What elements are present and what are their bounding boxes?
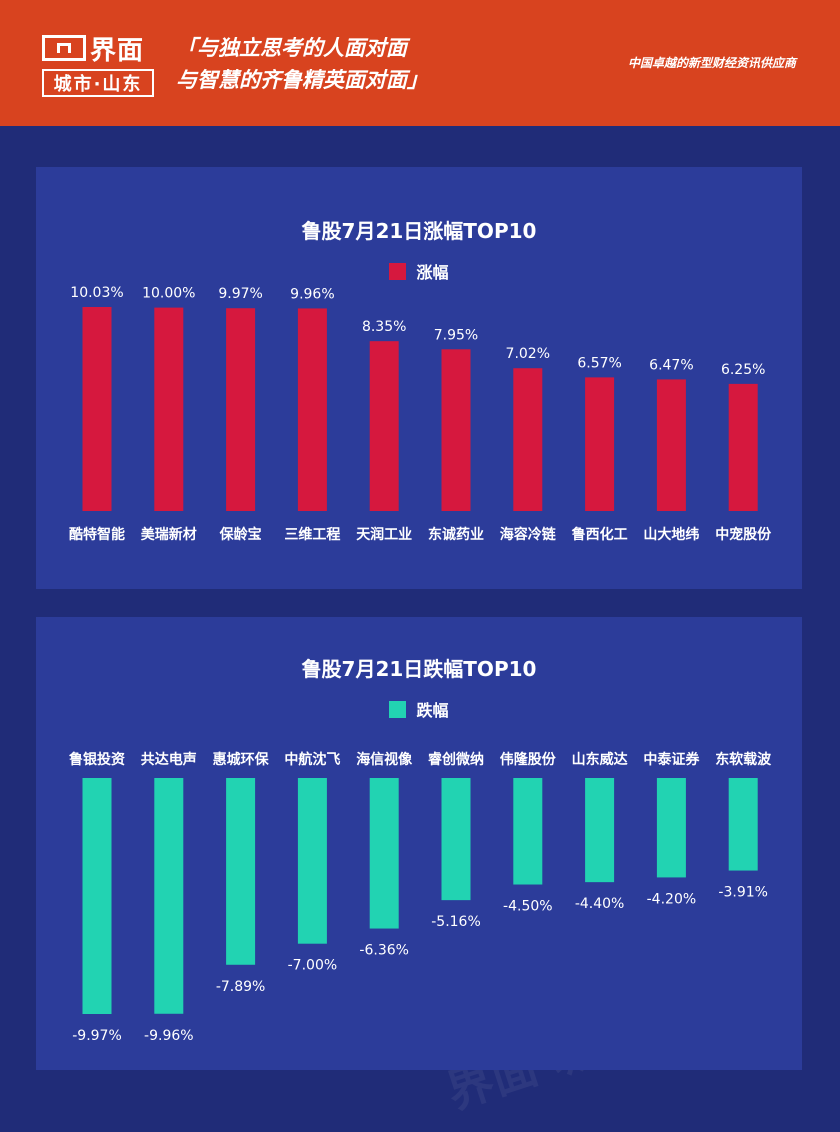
data-label: 6.25% <box>721 362 765 378</box>
bar <box>585 377 615 511</box>
category-label: 中航沈飞 <box>284 751 340 768</box>
legend-swatch <box>389 700 407 718</box>
logo-subtitle: 城市·山东 <box>42 69 154 97</box>
data-label: -7.00% <box>288 958 338 974</box>
data-label: 6.47% <box>649 357 693 373</box>
category-label: 海容冷链 <box>500 526 557 543</box>
bar <box>369 341 399 511</box>
data-label: 9.97% <box>218 286 262 302</box>
bar <box>154 307 184 511</box>
bar <box>728 778 758 871</box>
data-label: 10.03% <box>70 285 123 301</box>
category-label: 酷特智能 <box>69 526 125 543</box>
header-banner: 界面 城市·山东 「与独立思考的人面对面 与智慧的齐鲁精英面对面」 中国卓越的新… <box>0 0 840 126</box>
losers-bar-chart: -9.97% 鲁银投资 -9.96% 共达电声 -7.89% 惠城环保 -7.00% 中航沈飞… <box>68 751 772 1044</box>
bar <box>656 778 686 878</box>
bar <box>441 349 471 511</box>
logo-icon <box>42 35 86 61</box>
bar <box>297 778 327 944</box>
slogan-line-1: 「与独立思考的人面对面 <box>176 36 407 60</box>
category-label: 中宠股份 <box>715 526 772 543</box>
slogan: 「与独立思考的人面对面 与智慧的齐鲁精英面对面」 <box>176 32 428 96</box>
category-label: 美瑞新材 <box>141 526 197 543</box>
tagline: 中国卓越的新型财经资讯供应商 <box>627 56 796 70</box>
data-label: -9.96% <box>144 1028 194 1044</box>
category-label: 保龄宝 <box>219 526 262 543</box>
data-label: -3.91% <box>718 885 768 901</box>
category-label: 伟隆股份 <box>500 751 557 768</box>
data-label: -4.40% <box>575 896 625 912</box>
data-label: -5.16% <box>431 914 481 930</box>
losers-chart-panel: 鲁股7月21日跌幅TOP10 跌幅 -9.97% 鲁银投资 -9.96% 共达电声 -7… <box>36 617 802 1070</box>
legend-label: 涨幅 <box>416 263 449 282</box>
category-label: 东软载波 <box>715 751 772 768</box>
data-label: -4.20% <box>647 891 697 907</box>
bar <box>297 308 327 511</box>
category-label: 共达电声 <box>141 751 197 768</box>
chart-title: 鲁股7月21日跌幅TOP10 <box>301 657 537 681</box>
bar <box>656 379 686 511</box>
bar <box>82 307 112 511</box>
category-label: 山大地纬 <box>643 526 699 543</box>
data-label: 10.00% <box>142 286 195 302</box>
bar <box>513 368 543 511</box>
logo-name: 界面 <box>90 35 145 66</box>
bar <box>728 383 758 511</box>
category-label: 天润工业 <box>356 526 412 543</box>
data-label: 8.35% <box>362 319 406 335</box>
data-label: -4.50% <box>503 899 553 915</box>
category-label: 鲁西化工 <box>571 526 628 543</box>
category-label: 惠城环保 <box>213 751 270 768</box>
gainers-bar-chart: 10.03% 酷特智能 10.00% 美瑞新材 9.97% 保龄宝 9.96% 三维工程 8.3… <box>69 285 772 543</box>
category-label: 山东威达 <box>572 751 628 768</box>
legend-swatch <box>389 262 407 280</box>
category-label: 睿创微纳 <box>427 751 484 768</box>
category-label: 三维工程 <box>284 526 340 543</box>
chart-legend: 涨幅 <box>36 259 802 283</box>
category-label: 中泰证券 <box>643 751 700 768</box>
gainers-chart-panel: 鲁股7月21日涨幅TOP10 涨幅 10.03% 酷特智能 10.00% 美瑞新材 9.… <box>36 167 802 589</box>
chart-title: 鲁股7月21日涨幅TOP10 <box>301 219 537 243</box>
bar <box>226 778 256 965</box>
bar <box>513 778 543 885</box>
data-label: -9.97% <box>72 1028 122 1044</box>
data-label: 7.02% <box>506 346 550 362</box>
category-label: 东诚药业 <box>428 526 484 543</box>
slogan-line-2: 与智慧的齐鲁精英面对面」 <box>176 68 428 92</box>
data-label: -6.36% <box>359 943 409 959</box>
data-label: -7.89% <box>216 979 266 995</box>
logo: 界面 城市·山东 <box>42 30 160 100</box>
chart-legend: 跌幅 <box>36 697 802 721</box>
category-label: 海信视像 <box>356 751 413 768</box>
data-label: 7.95% <box>434 327 478 343</box>
legend-label: 跌幅 <box>416 701 449 720</box>
category-label: 鲁银投资 <box>68 751 125 768</box>
data-label: 6.57% <box>577 355 621 371</box>
bar <box>585 778 615 883</box>
bar <box>82 778 112 1014</box>
bar <box>441 778 471 901</box>
data-label: 9.96% <box>290 286 334 302</box>
bar <box>154 778 184 1014</box>
bar <box>369 778 399 929</box>
bar <box>226 308 256 511</box>
